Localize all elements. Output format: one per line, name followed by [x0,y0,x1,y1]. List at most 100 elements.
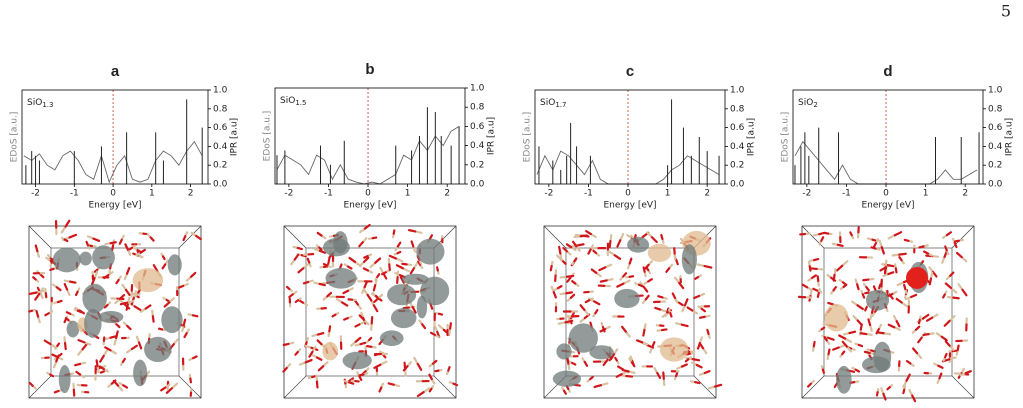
bond-o [694,276,700,280]
bond-o [816,291,820,298]
bond-o [411,305,417,314]
x-tick-label: -1 [324,189,333,199]
bond-o [816,275,820,283]
bond-o [282,342,290,347]
bond-o [590,268,598,274]
bond-o [327,256,331,266]
bond-o [902,388,906,395]
bond-o [63,318,67,324]
bond-o [315,356,323,361]
bond-o [903,283,907,291]
bond-o [894,267,898,274]
bond-si [394,257,404,263]
bond-o [328,325,332,333]
bond-o [44,291,48,299]
bond-o [449,322,452,330]
bond-o [119,301,129,306]
x-tick-label: 1 [923,189,929,199]
orbital-blob [647,243,672,263]
bond-o [616,239,622,248]
box-outer [801,225,975,399]
bond-o [99,370,105,374]
bond-o [671,292,677,300]
bond-o [592,249,598,255]
bond-o [887,292,894,298]
bond-o [961,288,968,297]
formula-label: SiO1.5 [280,96,306,108]
bond-o [122,384,129,389]
bond-si [957,283,964,291]
formula-base: SiO [280,96,295,106]
bond-o [657,295,664,299]
panel-title: d [883,63,892,80]
bond-o [691,358,701,362]
orbital-blob [82,283,107,313]
bond-o [598,266,607,272]
bond-o [857,343,864,348]
bond-o [917,336,923,344]
bond-o [616,365,625,371]
bond-o [584,299,591,304]
plot-frame [21,89,209,185]
bond-o [124,288,131,296]
bond-o [316,332,325,336]
bond-o [373,363,382,369]
bond-si [953,372,963,376]
bond-o [674,371,679,378]
bond-o [602,358,609,367]
formula-label: SiO1.7 [540,98,566,110]
bond-o [861,293,866,299]
bond-o [859,332,868,336]
bond-si [437,324,446,331]
structure-render [28,219,202,399]
bond-o [112,379,120,387]
bond-o [912,347,919,355]
formula-base: SiO [540,98,555,108]
x-tick-label: 1 [149,189,155,199]
bond-o [163,301,171,308]
bond-o [905,373,911,382]
bond-si [93,270,99,280]
box-edge [178,225,202,249]
structure-render [797,225,975,403]
bond-o [628,257,633,265]
y2-tick-label: 0.0 [213,180,228,190]
bond-o [875,328,880,335]
bond-o [396,250,402,255]
panel-title: b [365,61,374,78]
x-tick-label: -1 [584,189,593,199]
bond-o [74,290,79,297]
bond-o [621,368,630,373]
bond-o [392,229,396,235]
bond-o [642,285,649,293]
bond-o [139,248,146,254]
bond-o [880,246,885,255]
bond-o [558,245,562,255]
bond-o [628,275,635,278]
box-edge [543,225,567,249]
y-axis-label: EDoS [a.u.] [523,112,533,163]
y2-tick-label: 0.2 [470,160,484,170]
bond-o [841,340,849,348]
bond-o [372,284,377,292]
y2-axis-label: IPR [a.u] [487,117,497,155]
bond-o [151,315,155,323]
bond-si [948,315,956,323]
orbital-blob [98,311,124,324]
box-edge [801,375,825,399]
bond-o [374,257,382,264]
y2-tick-label: 0.2 [988,161,1002,171]
bond-o [952,296,960,300]
bond-o [859,323,863,331]
bond-o [862,278,870,282]
bond-o [848,330,857,335]
bond-o [886,386,891,391]
bond-o [865,286,870,292]
bond-o [614,356,618,362]
plot-frame [274,87,466,185]
bond-o [562,389,567,395]
bond-o [410,240,415,248]
x-tick-label: 1 [665,189,671,199]
bond-o [92,237,101,242]
